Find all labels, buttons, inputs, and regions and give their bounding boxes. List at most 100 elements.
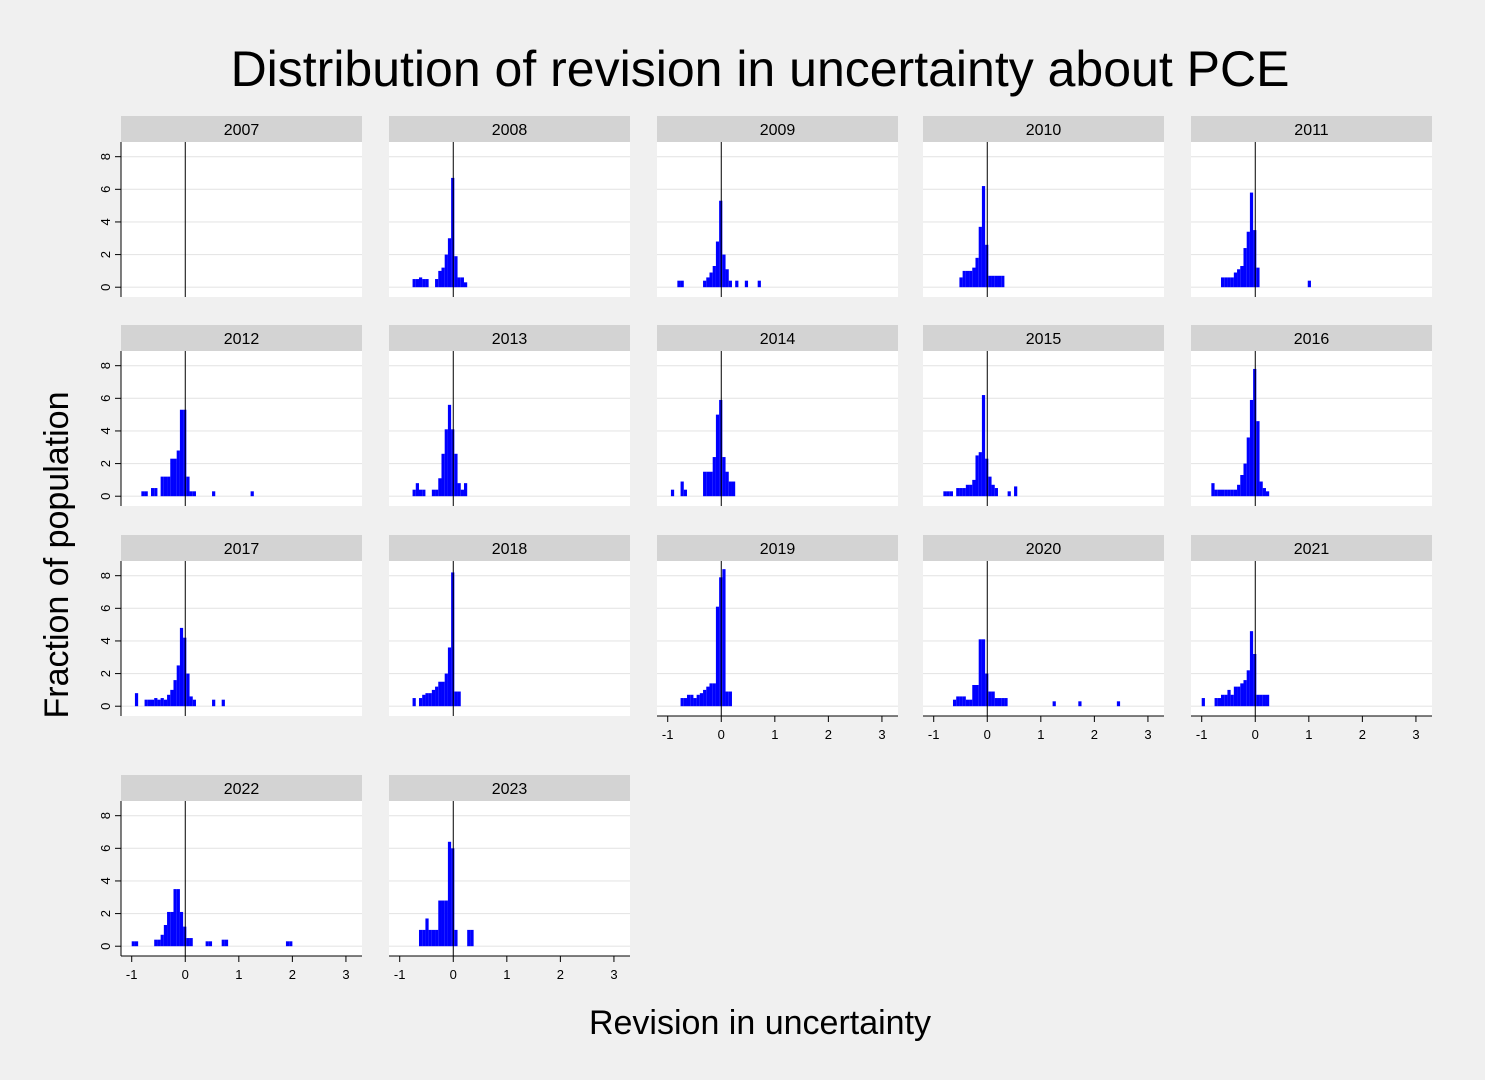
histogram-bar	[985, 458, 989, 497]
histogram-bar	[965, 699, 970, 707]
x-tick-label: 3	[610, 967, 617, 982]
histogram-bar	[1240, 683, 1244, 707]
histogram-bar	[418, 277, 423, 288]
histogram-bar	[428, 693, 432, 707]
histogram-bar	[722, 457, 726, 497]
histogram-bar	[438, 681, 442, 707]
histogram-bar	[686, 694, 691, 707]
histogram-bar	[735, 280, 739, 288]
panel-header	[389, 325, 630, 351]
plot-area	[657, 351, 898, 506]
histogram-bar	[712, 266, 716, 288]
panel-2014: 2014	[657, 325, 898, 506]
histogram-bar	[1246, 437, 1250, 497]
histogram-bar	[965, 484, 970, 497]
histogram-bar	[179, 409, 184, 497]
panel-header-label: 2009	[760, 122, 796, 139]
histogram-bar	[978, 452, 982, 497]
panel-header	[1191, 116, 1432, 142]
histogram-bar	[157, 939, 161, 947]
histogram-bar	[186, 938, 190, 947]
y-tick-label: 0	[98, 703, 113, 710]
plot-area	[923, 142, 1164, 297]
panel-header-label: 2015	[1026, 331, 1062, 348]
histogram-bar	[988, 476, 992, 497]
panel-2020: 2020 -1 0 1 2 3	[923, 535, 1164, 742]
histogram-bar	[441, 681, 445, 707]
x-tick-label: 1	[771, 727, 778, 742]
histogram-bar	[163, 699, 168, 707]
histogram-bar	[170, 458, 174, 497]
histogram-bar	[728, 691, 732, 707]
histogram-bar	[173, 889, 177, 947]
panel-header-label: 2018	[492, 541, 528, 558]
chart-title: Distribution of revision in uncertainty …	[231, 41, 1290, 97]
panel-header	[121, 116, 362, 142]
histogram-bar	[943, 491, 947, 497]
histogram-bar	[150, 488, 155, 497]
histogram-bar	[725, 269, 729, 288]
histogram-bar	[981, 186, 986, 288]
y-tick-label: 8	[98, 812, 113, 819]
histogram-bar	[167, 476, 171, 497]
histogram-bar	[706, 686, 710, 707]
histogram-bar	[680, 698, 684, 707]
histogram-bar	[1001, 275, 1005, 288]
plot-area	[923, 351, 1164, 506]
histogram-bar	[447, 841, 452, 947]
histogram-bar	[412, 698, 416, 707]
histogram-bar	[451, 572, 455, 707]
histogram-bar	[285, 941, 290, 947]
y-tick-label: 6	[98, 605, 113, 612]
x-tick-label: 1	[235, 967, 242, 982]
plot-area	[121, 351, 362, 506]
histogram-bar	[1052, 701, 1056, 707]
x-tick-label: 2	[1359, 727, 1366, 742]
histogram-bar	[422, 489, 426, 497]
panel-header	[389, 775, 630, 801]
histogram-bar	[451, 848, 455, 947]
panel-2007: 2007 0 2 4 6 8	[98, 116, 362, 297]
panel-2022: 2022 0 2 4 6 8 -1 0 1 2 3	[98, 775, 362, 982]
histogram-bar	[680, 481, 684, 497]
histogram-bar	[1253, 230, 1257, 288]
histogram-bar	[991, 484, 995, 497]
plot-area	[657, 561, 898, 716]
histogram-bar	[431, 689, 436, 707]
histogram-bar	[454, 453, 458, 497]
histogram-bar	[428, 929, 432, 947]
histogram-bar	[1237, 686, 1241, 707]
histogram-bar	[1214, 489, 1218, 497]
histogram-bar	[418, 929, 423, 947]
histogram-bar	[1217, 489, 1221, 497]
histogram-bar	[422, 279, 426, 288]
x-tick-label: 0	[984, 727, 991, 742]
histogram-bar	[969, 699, 973, 707]
histogram-bar	[457, 483, 461, 497]
histogram-bar	[994, 488, 998, 497]
histogram-bar	[1001, 698, 1005, 707]
y-tick-label: 2	[98, 670, 113, 677]
histogram-bar	[1249, 631, 1254, 707]
histogram-bar	[1253, 368, 1257, 497]
histogram-bar	[441, 900, 445, 947]
histogram-bar	[422, 929, 426, 947]
panel-header-label: 2013	[492, 331, 528, 348]
histogram-bar	[709, 471, 713, 497]
panel-header-label: 2016	[1294, 331, 1330, 348]
histogram-bar	[1240, 266, 1244, 288]
panel-header	[121, 325, 362, 351]
histogram-bar	[454, 256, 458, 288]
histogram-bar	[1307, 280, 1311, 288]
histogram-bar	[1240, 475, 1244, 497]
histogram-bar	[134, 941, 139, 947]
histogram-bar	[1224, 489, 1228, 497]
histogram-bar	[670, 489, 675, 497]
histogram-bar	[719, 200, 723, 288]
histogram-bar	[435, 929, 439, 947]
y-tick-label: 0	[98, 943, 113, 950]
histogram-bar	[221, 699, 225, 707]
histogram-bar	[683, 698, 687, 707]
x-tick-label: 2	[1091, 727, 1098, 742]
